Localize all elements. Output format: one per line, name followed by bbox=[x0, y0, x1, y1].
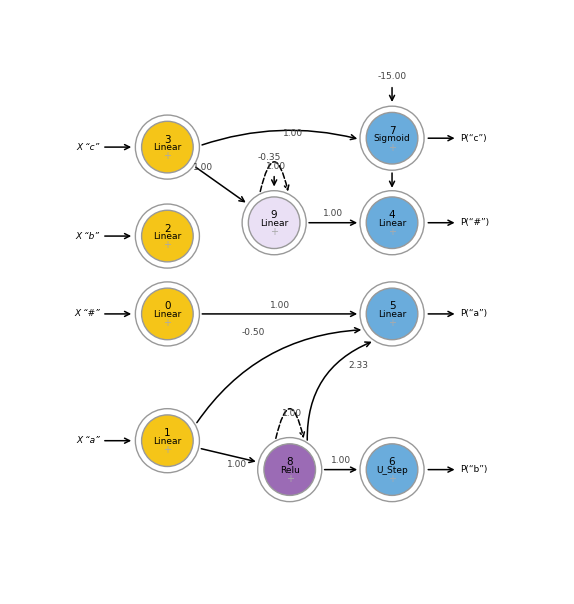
Text: +: + bbox=[388, 143, 396, 153]
Text: 1.00: 1.00 bbox=[227, 460, 247, 469]
FancyArrowPatch shape bbox=[201, 449, 254, 463]
Circle shape bbox=[366, 197, 418, 248]
FancyArrowPatch shape bbox=[428, 220, 453, 225]
Text: Linear: Linear bbox=[378, 310, 406, 319]
FancyArrowPatch shape bbox=[390, 173, 394, 186]
Text: 1.00: 1.00 bbox=[323, 210, 343, 218]
Text: 2.33: 2.33 bbox=[348, 361, 369, 370]
Text: P(“c”): P(“c”) bbox=[460, 133, 486, 143]
Circle shape bbox=[135, 282, 199, 346]
Text: -0.50: -0.50 bbox=[241, 329, 265, 337]
Circle shape bbox=[249, 197, 300, 248]
Text: +: + bbox=[388, 318, 396, 328]
FancyArrowPatch shape bbox=[324, 467, 355, 472]
Text: 3: 3 bbox=[164, 135, 170, 144]
Text: -15.00: -15.00 bbox=[378, 72, 406, 82]
Circle shape bbox=[366, 444, 418, 495]
Circle shape bbox=[142, 415, 193, 466]
FancyArrowPatch shape bbox=[307, 342, 370, 440]
FancyArrowPatch shape bbox=[196, 167, 245, 202]
Text: P(“b”): P(“b”) bbox=[460, 465, 487, 474]
Text: +: + bbox=[164, 445, 172, 455]
Text: +: + bbox=[270, 227, 278, 237]
Circle shape bbox=[360, 437, 424, 502]
Text: P(“#”): P(“#”) bbox=[460, 218, 489, 227]
Text: Linear: Linear bbox=[153, 232, 181, 241]
Text: Linear: Linear bbox=[153, 437, 181, 446]
FancyArrowPatch shape bbox=[105, 312, 130, 316]
Text: 1.00: 1.00 bbox=[270, 301, 290, 309]
FancyArrowPatch shape bbox=[428, 467, 453, 472]
Text: 7: 7 bbox=[389, 126, 395, 136]
Text: 6: 6 bbox=[389, 457, 395, 467]
Text: 1.00: 1.00 bbox=[331, 456, 351, 465]
Text: 1.00: 1.00 bbox=[283, 129, 303, 138]
Circle shape bbox=[360, 106, 424, 170]
Circle shape bbox=[366, 288, 418, 339]
Text: Relu: Relu bbox=[280, 466, 300, 475]
Text: -0.35: -0.35 bbox=[258, 153, 281, 162]
Text: 2: 2 bbox=[164, 223, 170, 234]
Text: 1.00: 1.00 bbox=[193, 162, 213, 172]
Text: 1: 1 bbox=[164, 428, 170, 438]
Text: +: + bbox=[388, 474, 396, 484]
FancyArrowPatch shape bbox=[105, 144, 130, 150]
Text: X “a”: X “a” bbox=[76, 436, 100, 445]
Text: 8: 8 bbox=[286, 457, 293, 467]
Circle shape bbox=[135, 115, 199, 179]
Circle shape bbox=[142, 288, 193, 339]
Text: 9: 9 bbox=[271, 210, 277, 220]
FancyArrowPatch shape bbox=[202, 312, 355, 316]
FancyArrowPatch shape bbox=[260, 162, 289, 191]
Text: 1.00: 1.00 bbox=[266, 162, 286, 171]
Circle shape bbox=[360, 191, 424, 255]
Text: 4: 4 bbox=[389, 210, 395, 220]
Text: 1.00: 1.00 bbox=[282, 408, 302, 417]
FancyArrowPatch shape bbox=[276, 409, 304, 439]
Text: Linear: Linear bbox=[153, 310, 181, 319]
FancyArrowPatch shape bbox=[105, 438, 130, 443]
Text: Linear: Linear bbox=[378, 219, 406, 228]
FancyArrowPatch shape bbox=[309, 220, 355, 225]
Circle shape bbox=[258, 437, 322, 502]
Circle shape bbox=[366, 112, 418, 164]
Circle shape bbox=[264, 444, 316, 495]
Text: X “c”: X “c” bbox=[76, 143, 100, 152]
Text: U_Step: U_Step bbox=[376, 466, 408, 475]
Text: +: + bbox=[164, 152, 172, 161]
Circle shape bbox=[142, 121, 193, 173]
Text: 5: 5 bbox=[389, 301, 395, 311]
FancyArrowPatch shape bbox=[197, 328, 360, 423]
FancyArrowPatch shape bbox=[428, 136, 453, 141]
Text: +: + bbox=[164, 240, 172, 251]
Circle shape bbox=[142, 210, 193, 262]
FancyArrowPatch shape bbox=[272, 176, 277, 185]
Text: Sigmoid: Sigmoid bbox=[374, 134, 410, 143]
Text: +: + bbox=[286, 474, 294, 484]
Text: X “b”: X “b” bbox=[76, 231, 100, 240]
Circle shape bbox=[360, 282, 424, 346]
FancyArrowPatch shape bbox=[428, 312, 453, 316]
Circle shape bbox=[135, 409, 199, 473]
Text: 0: 0 bbox=[164, 301, 170, 311]
Circle shape bbox=[135, 204, 199, 268]
FancyArrowPatch shape bbox=[202, 130, 356, 145]
FancyArrowPatch shape bbox=[390, 88, 394, 100]
Text: +: + bbox=[388, 227, 396, 237]
Text: Linear: Linear bbox=[260, 219, 288, 228]
Circle shape bbox=[242, 191, 306, 255]
Text: Linear: Linear bbox=[153, 143, 181, 152]
Text: X “#”: X “#” bbox=[74, 309, 100, 318]
Text: +: + bbox=[164, 318, 172, 328]
FancyArrowPatch shape bbox=[105, 234, 130, 239]
Text: P(“a”): P(“a”) bbox=[460, 309, 487, 318]
